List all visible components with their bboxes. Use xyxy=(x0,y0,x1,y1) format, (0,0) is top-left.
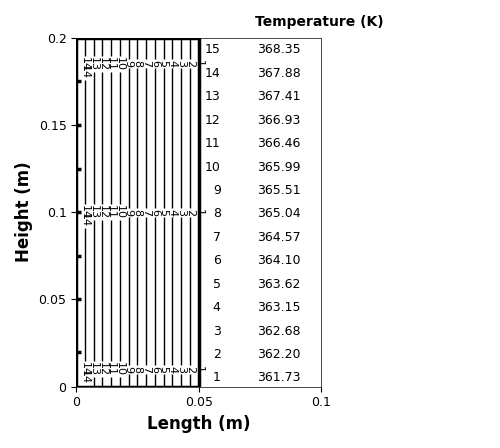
Text: 11: 11 xyxy=(106,362,116,376)
Text: 8: 8 xyxy=(132,366,142,373)
Text: 366.46: 366.46 xyxy=(258,137,300,150)
Text: 2: 2 xyxy=(185,60,195,67)
Text: 2: 2 xyxy=(185,209,195,216)
Text: 3: 3 xyxy=(176,366,186,373)
Text: 7: 7 xyxy=(141,366,151,373)
Text: 14: 14 xyxy=(80,213,90,228)
Text: 15: 15 xyxy=(205,43,220,56)
Text: 2: 2 xyxy=(213,348,220,361)
Text: 14: 14 xyxy=(80,362,90,376)
Text: 1: 1 xyxy=(194,209,203,215)
Text: 11: 11 xyxy=(106,205,116,219)
Text: 12: 12 xyxy=(98,362,108,376)
Text: 10: 10 xyxy=(205,160,220,173)
Text: 10: 10 xyxy=(115,205,125,219)
Text: 5: 5 xyxy=(212,278,220,291)
Text: 2: 2 xyxy=(185,366,195,373)
Text: 367.41: 367.41 xyxy=(258,90,301,103)
Text: 3: 3 xyxy=(176,209,186,215)
X-axis label: Length (m): Length (m) xyxy=(147,415,250,433)
Text: Temperature (K): Temperature (K) xyxy=(255,15,384,29)
Text: 364.57: 364.57 xyxy=(258,231,301,244)
Text: 7: 7 xyxy=(141,60,151,67)
Text: 14: 14 xyxy=(80,65,90,79)
Text: 6: 6 xyxy=(150,60,160,67)
Text: 362.68: 362.68 xyxy=(258,325,301,338)
Text: 6: 6 xyxy=(150,366,160,373)
Text: 12: 12 xyxy=(98,57,108,71)
Text: 4: 4 xyxy=(168,60,177,67)
Text: 6: 6 xyxy=(150,209,160,215)
Text: 8: 8 xyxy=(132,60,142,67)
Text: 365.51: 365.51 xyxy=(258,184,301,197)
Y-axis label: Height (m): Height (m) xyxy=(15,162,33,263)
Text: 365.99: 365.99 xyxy=(258,160,301,173)
Text: 1: 1 xyxy=(194,366,203,373)
Text: 362.20: 362.20 xyxy=(258,348,301,361)
Text: 7: 7 xyxy=(212,231,220,244)
Text: 14: 14 xyxy=(80,57,90,71)
Text: 4: 4 xyxy=(213,301,220,314)
Text: 10: 10 xyxy=(115,57,125,71)
Text: 367.88: 367.88 xyxy=(258,67,301,80)
Text: 368.35: 368.35 xyxy=(258,43,301,56)
Text: 363.62: 363.62 xyxy=(258,278,300,291)
Text: 10: 10 xyxy=(115,362,125,376)
Text: 13: 13 xyxy=(205,90,220,103)
Text: 364.10: 364.10 xyxy=(258,254,301,267)
Text: 14: 14 xyxy=(80,205,90,219)
Text: 3: 3 xyxy=(213,325,220,338)
Text: 5: 5 xyxy=(158,366,168,373)
Text: 12: 12 xyxy=(98,205,108,219)
Text: 12: 12 xyxy=(205,114,220,127)
Text: 9: 9 xyxy=(213,184,220,197)
Text: 7: 7 xyxy=(141,209,151,216)
Text: 11: 11 xyxy=(205,137,220,150)
Text: 9: 9 xyxy=(124,209,134,216)
Text: 366.93: 366.93 xyxy=(258,114,300,127)
Text: 361.73: 361.73 xyxy=(258,371,301,384)
Text: 9: 9 xyxy=(124,60,134,67)
Text: 6: 6 xyxy=(213,254,220,267)
Text: 5: 5 xyxy=(158,209,168,215)
Text: 5: 5 xyxy=(158,60,168,67)
Text: 363.15: 363.15 xyxy=(258,301,301,314)
Text: 8: 8 xyxy=(212,207,220,220)
Text: 13: 13 xyxy=(89,57,99,71)
Text: 365.04: 365.04 xyxy=(258,207,301,220)
Text: 4: 4 xyxy=(168,366,177,373)
Text: 9: 9 xyxy=(124,366,134,373)
Text: 13: 13 xyxy=(89,205,99,219)
Text: 1: 1 xyxy=(213,371,220,384)
Text: 14: 14 xyxy=(205,67,220,80)
Text: 13: 13 xyxy=(89,362,99,376)
Text: 3: 3 xyxy=(176,60,186,67)
Text: 1: 1 xyxy=(194,60,203,67)
Text: 11: 11 xyxy=(106,57,116,71)
Text: 14: 14 xyxy=(80,370,90,384)
Text: 8: 8 xyxy=(132,209,142,216)
Text: 4: 4 xyxy=(168,209,177,216)
